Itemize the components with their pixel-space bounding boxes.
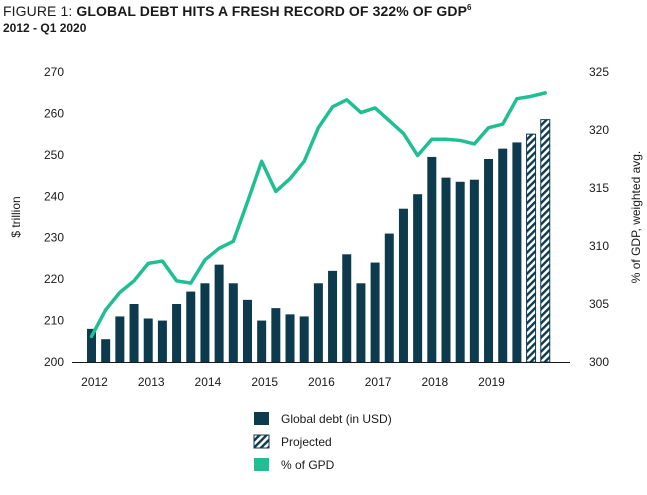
figure-label: FIGURE 1: [3, 3, 77, 19]
x-tick-label: 2013 [138, 375, 165, 389]
x-tick-label: 2017 [365, 375, 392, 389]
left-tick-label: 270 [44, 65, 64, 79]
legend-label-projected: Projected [281, 435, 332, 449]
bar-series [87, 119, 551, 363]
x-axis-ticks: 2012 2013 2014 2015 2016 2017 2018 2019 [81, 375, 505, 389]
debt-bar [370, 262, 380, 362]
gdp-line [89, 91, 548, 339]
left-tick-label: 230 [44, 231, 64, 245]
legend-swatch-debt [254, 412, 269, 425]
x-tick-label: 2019 [478, 375, 505, 389]
left-axis-title: $ trillion [9, 196, 23, 237]
debt-bar [271, 308, 281, 362]
left-tick-label: 210 [44, 314, 64, 328]
debt-bar [257, 320, 267, 362]
title-text: GLOBAL DEBT HITS A FRESH RECORD OF 322% … [76, 3, 468, 19]
debt-bar [441, 177, 451, 362]
x-tick-label: 2018 [421, 375, 448, 389]
left-axis-ticks: 200 210 220 230 240 250 260 270 [44, 65, 64, 369]
debt-bar [512, 142, 522, 362]
right-tick-label: 310 [589, 239, 609, 253]
left-tick-label: 200 [44, 355, 64, 369]
debt-bar [186, 291, 196, 362]
chart-title: FIGURE 1: GLOBAL DEBT HITS A FRESH RECOR… [3, 3, 472, 19]
x-tick-label: 2014 [195, 375, 222, 389]
legend-swatch-projected [253, 434, 270, 449]
debt-bar [214, 264, 224, 362]
debt-bar [455, 181, 465, 362]
right-tick-label: 315 [589, 181, 609, 195]
debt-bar [242, 299, 252, 362]
right-tick-label: 300 [589, 355, 609, 369]
debt-bar [427, 156, 437, 362]
line-series [89, 91, 548, 339]
legend-label-gdp: % of GPD [281, 458, 335, 472]
debt-bar [356, 283, 366, 362]
legend-label-debt: Global debt (in USD) [281, 412, 392, 426]
right-tick-label: 305 [589, 297, 609, 311]
debt-bar [115, 316, 125, 362]
debt-bar [398, 208, 408, 362]
projected-bar [540, 119, 551, 363]
footnote-marker: 6 [467, 3, 472, 12]
projected-bar [526, 133, 537, 363]
right-axis-title: % of GDP, weighted avg. [629, 151, 643, 284]
debt-bar [484, 159, 494, 362]
debt-bar [313, 283, 323, 362]
left-tick-label: 250 [44, 148, 64, 162]
debt-bar [384, 233, 394, 362]
debt-bar [172, 304, 182, 362]
right-tick-label: 325 [589, 65, 609, 79]
debt-bar [299, 316, 309, 362]
debt-bar [328, 270, 338, 362]
left-tick-label: 220 [44, 272, 64, 286]
left-tick-label: 240 [44, 189, 64, 203]
debt-bar [228, 283, 238, 362]
x-tick-label: 2016 [308, 375, 335, 389]
debt-bar [87, 328, 96, 362]
debt-bar [200, 283, 210, 362]
right-axis-ticks: 300 305 310 315 320 325 [589, 65, 609, 369]
debt-bar [157, 320, 167, 362]
legend: Global debt (in USD) Projected % of GPD [253, 412, 392, 472]
debt-bar [101, 339, 111, 362]
debt-bar [498, 148, 508, 362]
debt-bar [143, 318, 153, 362]
legend-swatch-gdp [254, 458, 269, 471]
debt-bar [285, 314, 295, 362]
right-tick-label: 320 [589, 123, 609, 137]
debt-bar [129, 304, 139, 362]
x-tick-label: 2012 [81, 375, 108, 389]
left-tick-label: 260 [44, 106, 64, 120]
x-tick-label: 2015 [251, 375, 278, 389]
chart-subtitle: 2012 - Q1 2020 [3, 21, 87, 35]
debt-bar [413, 194, 423, 362]
debt-bar [342, 254, 352, 362]
debt-bar [469, 179, 479, 362]
